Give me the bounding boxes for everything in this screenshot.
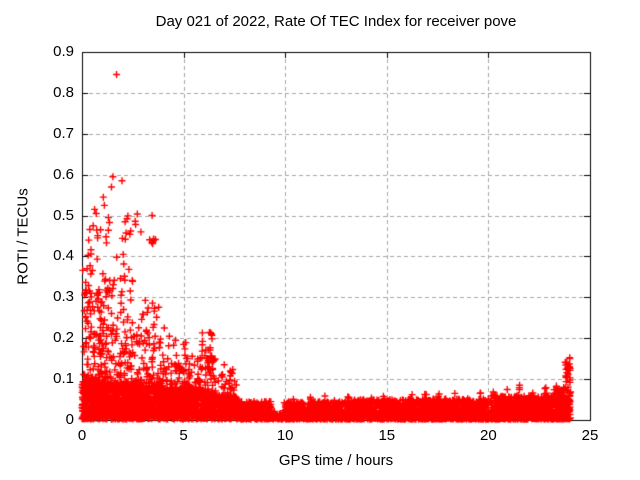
- y-tick-label: 0.2: [53, 329, 74, 347]
- y-tick-label: 0.4: [53, 247, 74, 265]
- x-tick-label: 25: [581, 427, 599, 444]
- chart-title: Day 021 of 2022, Rate Of TEC Index for r…: [155, 13, 517, 30]
- x-tick-label: 20: [480, 427, 497, 444]
- y-tick-label: 0.9: [53, 43, 74, 60]
- y-tick-label: 0.3: [53, 288, 74, 306]
- y-tick-label: 0.8: [53, 83, 74, 101]
- y-tick-label: 0: [65, 411, 74, 428]
- y-axis-label: ROTI / TECUs: [14, 188, 32, 285]
- y-tick-label: 0.7: [53, 124, 74, 142]
- x-tick-label: 5: [179, 427, 188, 444]
- x-axis-label: GPS time / hours: [278, 452, 394, 469]
- y-tick-label: 0.1: [53, 370, 74, 388]
- x-tick-label: 10: [276, 427, 294, 444]
- x-tick-label: 0: [77, 427, 87, 444]
- x-tick-label: 15: [378, 427, 396, 444]
- y-tick-label: 0.6: [53, 165, 74, 183]
- y-tick-label: 0.5: [53, 206, 74, 224]
